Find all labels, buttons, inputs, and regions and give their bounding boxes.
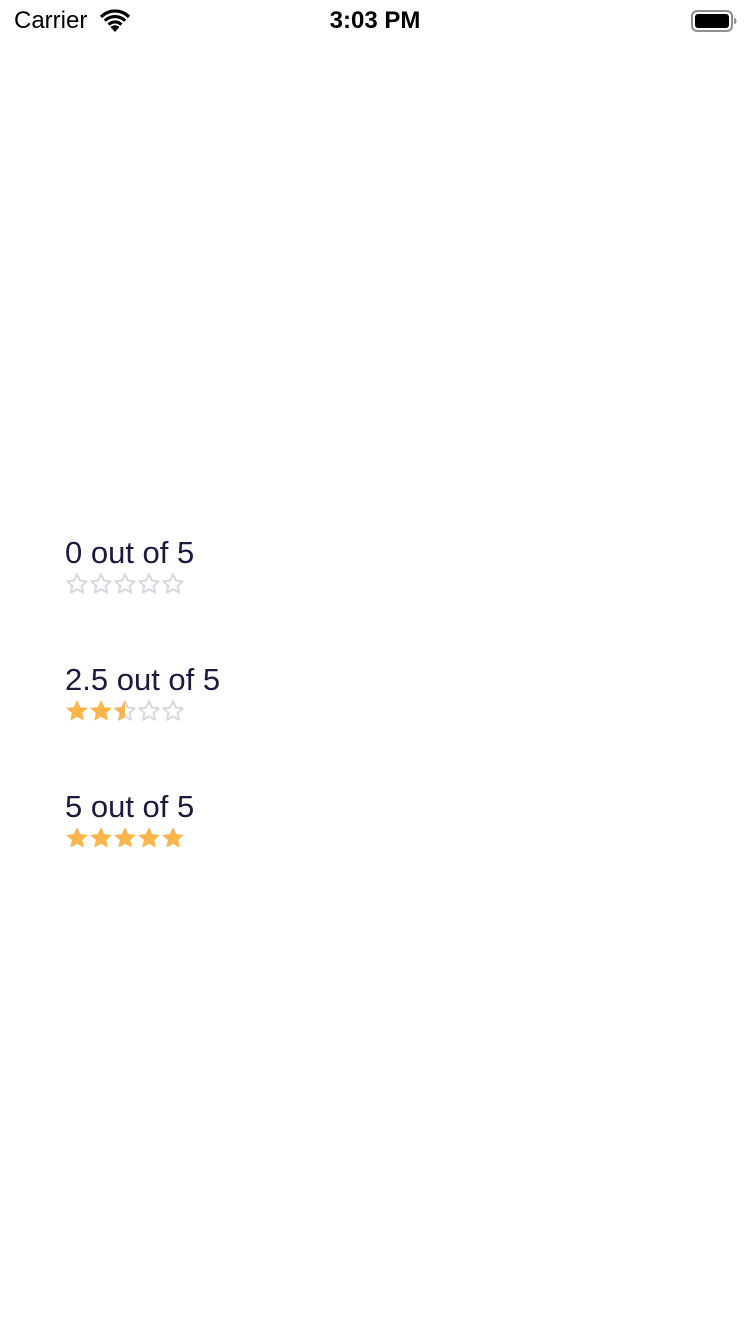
star-empty-icon[interactable] bbox=[89, 572, 113, 596]
star-empty-icon[interactable] bbox=[161, 572, 185, 596]
rating-item: 2.5 out of 5 bbox=[65, 661, 220, 788]
ratings-list: 0 out of 5 2.5 out of 5 5 out of 5 bbox=[65, 534, 220, 915]
status-time: 3:03 PM bbox=[329, 7, 421, 34]
carrier-label: Carrier bbox=[14, 7, 88, 34]
star-rating[interactable] bbox=[65, 826, 220, 850]
star-filled-icon[interactable] bbox=[89, 826, 113, 850]
rating-label: 5 out of 5 bbox=[65, 789, 195, 824]
rating-label: 0 out of 5 bbox=[65, 535, 195, 570]
status-bar: Carrier 3:03 PM bbox=[0, 0, 750, 40]
star-filled-icon[interactable] bbox=[65, 826, 89, 850]
star-rating[interactable] bbox=[65, 572, 220, 596]
star-filled-icon[interactable] bbox=[65, 699, 89, 723]
rating-item: 0 out of 5 bbox=[65, 534, 220, 661]
star-half-icon[interactable] bbox=[113, 699, 137, 723]
star-filled-icon[interactable] bbox=[113, 826, 137, 850]
star-empty-icon[interactable] bbox=[113, 572, 137, 596]
star-empty-icon[interactable] bbox=[137, 572, 161, 596]
rating-label: 2.5 out of 5 bbox=[65, 662, 221, 697]
star-empty-icon[interactable] bbox=[161, 699, 185, 723]
wifi-icon bbox=[100, 9, 130, 32]
rating-item: 5 out of 5 bbox=[65, 788, 220, 915]
battery-icon bbox=[691, 10, 737, 32]
star-empty-icon[interactable] bbox=[137, 699, 161, 723]
star-filled-icon[interactable] bbox=[89, 699, 113, 723]
star-filled-icon[interactable] bbox=[161, 826, 185, 850]
star-filled-icon[interactable] bbox=[137, 826, 161, 850]
star-rating[interactable] bbox=[65, 699, 220, 723]
star-empty-icon[interactable] bbox=[65, 572, 89, 596]
